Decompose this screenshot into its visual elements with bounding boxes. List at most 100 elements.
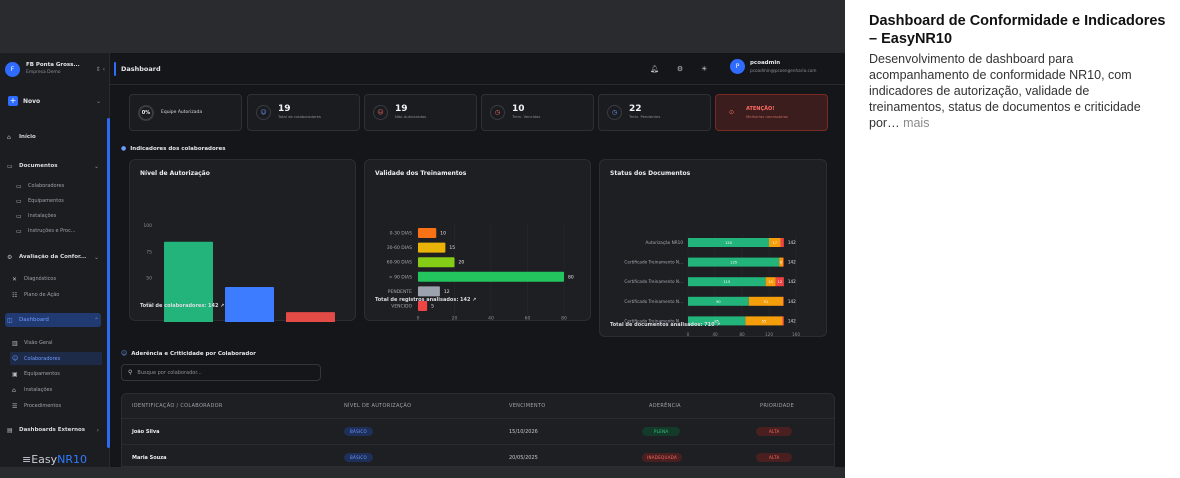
row-name: João Silva bbox=[132, 428, 160, 435]
header-prioridade[interactable]: PRIORIDADE bbox=[760, 403, 795, 409]
chart-card-documentos: Status dos Documentos 0 40 80 120 160 Autoriz… bbox=[599, 159, 827, 337]
level-badge: BÁSICO bbox=[344, 453, 373, 462]
bar-segment bbox=[779, 257, 784, 267]
kpi-card: ◷ 22 Trein. Pendentes bbox=[598, 94, 711, 131]
sidebar-item-doc-instalacoes[interactable]: ▭ Instalações bbox=[16, 212, 57, 220]
header-nivel[interactable]: NÍVEL DE AUTORIZAÇÃO bbox=[344, 403, 412, 409]
chart-title: Nível de Autorização bbox=[140, 170, 210, 177]
data-label: 85 bbox=[714, 319, 719, 323]
org-subtitle: Empresa Demo bbox=[26, 70, 61, 75]
total-label: 142 bbox=[788, 299, 796, 304]
kpi-value: 22 bbox=[629, 103, 642, 114]
sidebar-item-procedimentos[interactable]: ☰ Procedimentos bbox=[12, 402, 62, 410]
y-tick-label: 75 bbox=[146, 249, 152, 255]
sidebar-scrollbar[interactable] bbox=[107, 118, 110, 448]
total-label: 142 bbox=[788, 318, 796, 323]
user-menu[interactable]: P pcoadmin pcoadmin@pcoengenharia.com bbox=[730, 59, 816, 74]
folder-icon: ▭ bbox=[7, 162, 13, 170]
priority-badge: ALTA bbox=[756, 453, 793, 462]
sidebar-item-doc-equipamentos[interactable]: ▭ Equipamentos bbox=[16, 197, 64, 205]
x-tick-label: 0 bbox=[687, 332, 690, 337]
search-input[interactable]: ⚲ Busque por colaborador... bbox=[121, 364, 321, 381]
y-tick-label: Certificado Treinamento N... bbox=[624, 299, 683, 304]
settings-icon[interactable]: ⚙ bbox=[676, 65, 684, 73]
sidebar-item-inicio[interactable]: ⌂ Início bbox=[7, 133, 36, 141]
kpi-card: 0% Equipe Autorizada bbox=[129, 94, 242, 131]
sidebar-item-dashboards-externos[interactable]: ▤ Dashboards Externos › bbox=[7, 426, 99, 434]
y-tick-label: Autorização NR10 bbox=[645, 240, 683, 245]
folder-icon: ▭ bbox=[16, 212, 22, 220]
chart-title: Status dos Documentos bbox=[610, 170, 691, 177]
sidebar-item-doc-instrucoes[interactable]: ▭ Instruções e Proc... bbox=[16, 227, 76, 235]
data-label: 135 bbox=[730, 261, 737, 265]
kpi-label: Não Autorizados bbox=[395, 113, 427, 119]
user-x-icon: ☹ bbox=[373, 105, 388, 120]
sidebar-item-colaboradores[interactable]: ☺ Colaboradores bbox=[10, 352, 102, 365]
kpi-card: ☹ 19 Não Autorizados bbox=[364, 94, 477, 131]
chart-title: Validade dos Treinamentos bbox=[375, 170, 467, 177]
total-label: 142 bbox=[788, 240, 796, 245]
post-description: Desenvolvimento de dashboard para acompa… bbox=[869, 52, 1141, 130]
folder-icon: ▭ bbox=[16, 182, 22, 190]
priority-badge: ALTA bbox=[756, 427, 793, 436]
org-switcher[interactable]: F FB Ponta Gross... Empresa Demo ⇕ ‹ bbox=[0, 53, 110, 85]
chevron-up-icon: ⌃ bbox=[93, 316, 99, 324]
chevron-down-icon: ⌄ bbox=[95, 97, 101, 105]
bar-segment bbox=[748, 296, 784, 306]
level-badge: BÁSICO bbox=[344, 427, 373, 436]
header-identificacao[interactable]: IDENTIFICAÇÃO / COLABORADOR bbox=[132, 403, 223, 409]
user-avatar: P bbox=[730, 59, 745, 74]
kpi-value: ATENÇÃO! bbox=[746, 105, 775, 112]
brand-logo: ≡EasyNR10 bbox=[22, 453, 88, 466]
sidebar-item-equipamentos[interactable]: ▣ Equipamentos bbox=[12, 370, 60, 378]
data-label: 12 bbox=[444, 289, 450, 295]
x-tick-label: 80 bbox=[739, 332, 745, 337]
chevron-updown-icon[interactable]: ⇕ ‹ bbox=[95, 65, 105, 73]
sidebar-item-instalacoes[interactable]: ⌂ Instalações bbox=[12, 386, 53, 394]
section-title-aderencia: ☺ Aderência e Criticidade por Colaborador bbox=[121, 350, 256, 357]
bar-segment bbox=[745, 316, 783, 326]
theme-sun-icon[interactable]: ☀ bbox=[701, 65, 708, 73]
home-icon: ⌂ bbox=[7, 133, 11, 141]
data-label: 115 bbox=[723, 280, 730, 284]
data-label: 15 bbox=[768, 280, 773, 284]
sidebar-item-avaliacao[interactable]: ⚙ Avaliação da Confor... ⌄ bbox=[7, 253, 99, 261]
list-icon: ☰ bbox=[12, 402, 18, 410]
more-link[interactable]: mais bbox=[903, 116, 930, 130]
table-row[interactable]: Maria Souza BÁSICO 20/05/2025 INADEQUADA… bbox=[122, 445, 834, 466]
y-tick-label: 50 bbox=[146, 276, 152, 282]
sidebar-item-plano-acao[interactable]: ☷ Plano de Ação bbox=[12, 291, 60, 299]
chart-footer: Total de documentos analisados: 710 ↗ bbox=[610, 322, 721, 328]
org-name: FB Ponta Gross... bbox=[26, 62, 80, 68]
bell-icon[interactable]: 🔔︎ bbox=[650, 65, 659, 73]
data-label: 80 bbox=[568, 274, 574, 280]
user-email: pcoadmin@pcoengenharia.com bbox=[750, 67, 817, 73]
plus-icon: + bbox=[8, 96, 18, 106]
sidebar-item-doc-colaboradores[interactable]: ▭ Colaboradores bbox=[16, 182, 65, 190]
y-tick-label: 100 bbox=[143, 223, 152, 229]
clock-icon: ◷ bbox=[490, 105, 505, 120]
kpi-label: Equipe Autorizada bbox=[161, 110, 203, 115]
stethoscope-icon: ✕ bbox=[12, 275, 18, 283]
search-icon: ⚲ bbox=[128, 369, 133, 376]
y-tick-label: PENDENTE bbox=[388, 289, 412, 295]
page-title: Dashboard bbox=[121, 64, 161, 73]
row-due-date: 20/05/2025 bbox=[509, 454, 538, 461]
new-button[interactable]: + Novo ⌄ bbox=[8, 96, 101, 106]
top-bar: Dashboard 🔔︎ ⚙ ☀ P pcoadmin pcoadmin@pco… bbox=[110, 53, 845, 85]
bar-segment bbox=[783, 257, 784, 267]
chart-footer: Total de colaboradores: 142 ↗ bbox=[140, 303, 225, 309]
data-label: 55 bbox=[762, 319, 767, 323]
sidebar-item-diagnosticos[interactable]: ✕ Diagnósticos bbox=[12, 275, 57, 283]
sidebar-item-visao-geral[interactable]: ▥ Visão Geral bbox=[12, 339, 53, 347]
bar-segment bbox=[775, 277, 784, 287]
header-aderencia[interactable]: ADERÊNCIA bbox=[649, 403, 681, 409]
bar bbox=[418, 271, 564, 282]
bar bbox=[418, 228, 437, 238]
row-due-date: 15/10/2026 bbox=[509, 428, 538, 435]
sidebar-item-dashboard[interactable]: ◫ Dashboard ⌃ bbox=[5, 313, 101, 327]
table-row[interactable]: João Silva BÁSICO 15/10/2026 PLENA ALTA bbox=[122, 419, 834, 445]
header-vencimento[interactable]: VENCIMENTO bbox=[509, 403, 546, 409]
bar bbox=[418, 242, 446, 253]
sidebar-item-documentos[interactable]: ▭ Documentos ⌄ bbox=[7, 162, 99, 170]
